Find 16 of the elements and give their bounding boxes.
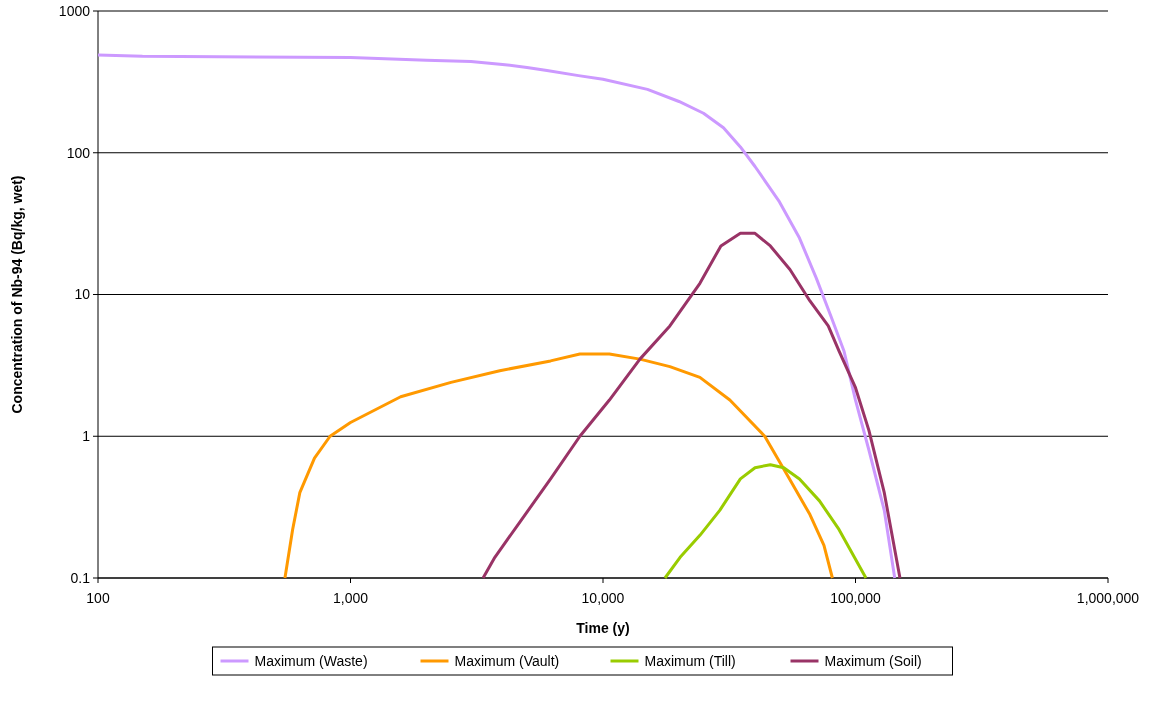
y-tick-label: 1 — [82, 428, 91, 445]
x-tick-label: 10,000 — [581, 590, 625, 606]
x-tick-label: 100,000 — [830, 590, 882, 606]
legend-label: Maximum (Waste) — [254, 652, 368, 669]
x-tick-label: 1,000 — [332, 590, 369, 606]
legend-label: Maximum (Vault) — [454, 652, 560, 669]
y-tick-label: 0.1 — [70, 569, 91, 586]
legend-label: Maximum (Soil) — [824, 652, 922, 669]
y-axis-title: Concentration of Nb-94 (Bq/kg, wet) — [9, 175, 25, 414]
x-tick-label: 1,000,000 — [1076, 590, 1140, 606]
y-tick-label: 1000 — [58, 2, 91, 19]
legend-label: Maximum (Till) — [644, 652, 736, 669]
y-tick-label: 100 — [66, 144, 91, 161]
y-tick-label: 10 — [74, 286, 91, 303]
x-axis-title: Time (y) — [576, 620, 630, 636]
x-tick-label: 100 — [86, 590, 110, 606]
